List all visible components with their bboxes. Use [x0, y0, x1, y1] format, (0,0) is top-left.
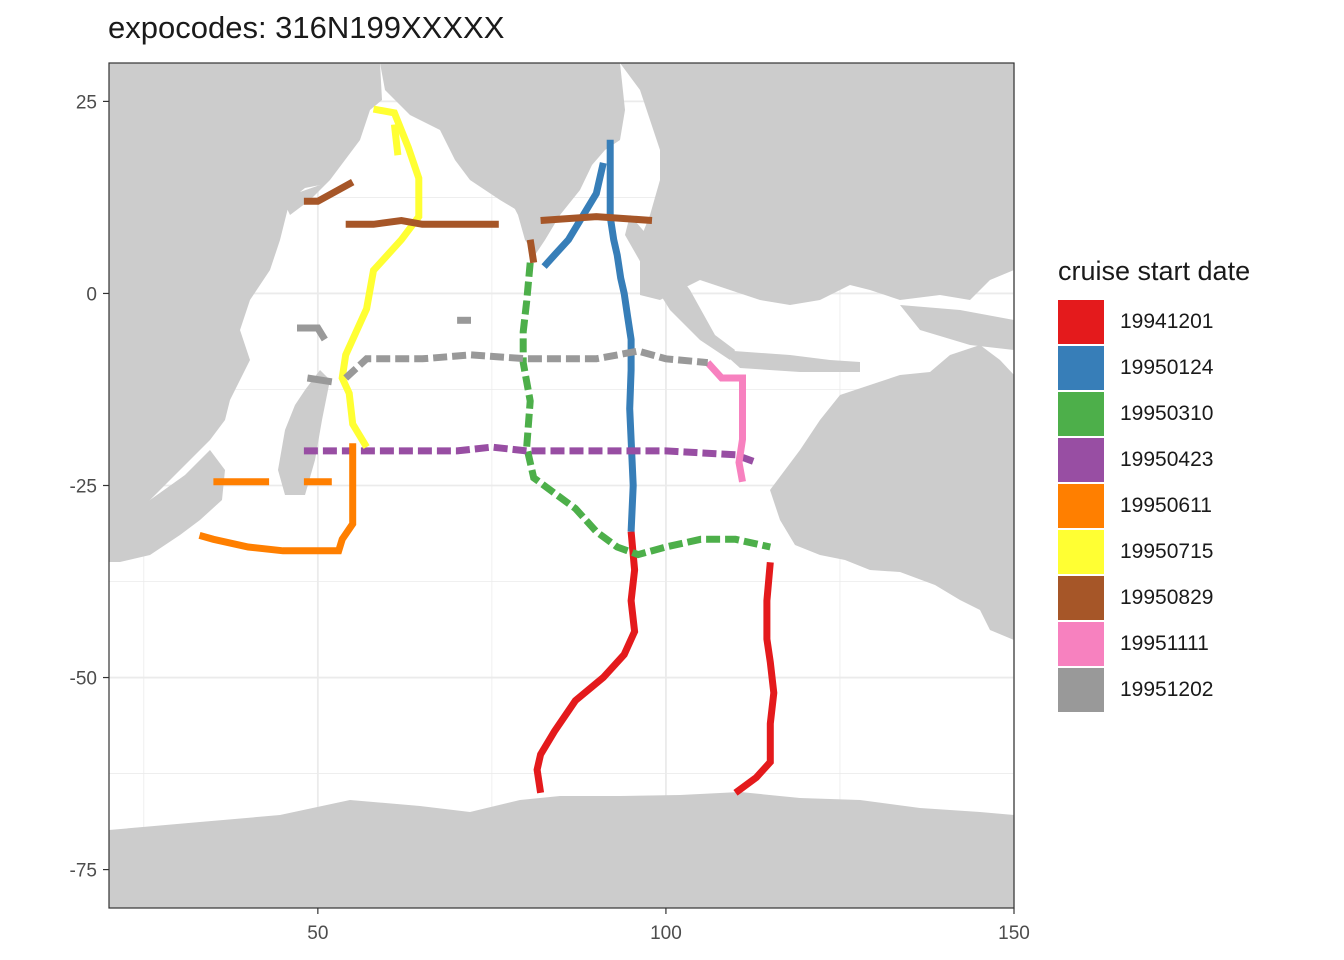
cruise-track-19950715 [338, 105, 423, 449]
legend: cruise start date 19941201 19950124 199503… [1058, 256, 1250, 713]
legend-key [1058, 438, 1104, 482]
legend-label: 19951111 [1120, 632, 1209, 655]
x-tick-label: 100 [650, 923, 682, 944]
land-southern-africa [109, 450, 225, 562]
cruise-track-19950829 [303, 179, 355, 205]
cruise-track-19941201 [733, 561, 778, 796]
cruise-track-19950715 [390, 124, 402, 156]
legend-key [1058, 484, 1104, 528]
land-masses [109, 63, 1014, 908]
legend-item: 19951202 [1058, 667, 1250, 713]
land-australia [770, 345, 1014, 640]
legend-item: 19950423 [1058, 437, 1250, 483]
legend-key [1058, 300, 1104, 344]
x-tick-label: 150 [998, 923, 1030, 944]
legend-item: 19950310 [1058, 391, 1250, 437]
legend-key [1058, 530, 1104, 574]
cruise-track-19950611 [198, 443, 357, 555]
axes: 50 100 150 25 0 -25 -50 -75 [70, 92, 1030, 944]
land-new-guinea [900, 305, 1014, 350]
y-tick-label: 0 [86, 284, 97, 305]
cruise-track-19950124 [541, 162, 607, 269]
cruise-track-19950310 [519, 262, 772, 559]
legend-item: 19950611 [1058, 483, 1250, 529]
legend-label: 19950423 [1120, 448, 1214, 471]
legend-key [1058, 392, 1104, 436]
legend-item: 19950124 [1058, 345, 1250, 391]
cruise-track-19951111 [705, 360, 746, 483]
legend-label: 19950611 [1120, 494, 1212, 517]
land-antarctica [109, 792, 1014, 908]
legend-key [1058, 346, 1104, 390]
legend-label: 19950124 [1120, 356, 1214, 379]
y-tick-label: -50 [70, 669, 97, 690]
land-sumatra [625, 215, 735, 360]
land-africa-arabia [109, 63, 382, 525]
cruise-track-19950829 [526, 239, 538, 264]
land-southeast-asia [620, 63, 1014, 305]
land-madagascar [278, 370, 330, 495]
legend-key [1058, 576, 1104, 620]
legend-key [1058, 668, 1104, 712]
y-tick-label: -75 [70, 861, 97, 882]
y-tick-label: 25 [76, 92, 97, 113]
legend-title: cruise start date [1058, 256, 1251, 286]
legend-item: 19950829 [1058, 575, 1250, 621]
land-india [455, 63, 625, 255]
cruise-track-19951202 [297, 324, 328, 342]
legend-label: 19950715 [1120, 540, 1214, 563]
legend-items: 19941201 19950124 19950310 19950423 19950611… [1058, 299, 1250, 713]
legend-item: 19950715 [1058, 529, 1250, 575]
legend-label: 19951202 [1120, 678, 1214, 701]
cruise-tracks [198, 105, 778, 796]
y-tick-label: -25 [70, 477, 97, 498]
legend-item: 19951111 [1058, 621, 1250, 667]
cruise-track-19941201 [533, 531, 639, 794]
cruise-track-19950829 [540, 213, 653, 224]
legend-label: 19941201 [1120, 310, 1214, 333]
x-tick-label: 50 [307, 923, 328, 944]
cruise-track-19951202 [343, 347, 709, 381]
legend-label: 19950829 [1120, 586, 1214, 609]
plot-title: expocodes: 316N199XXXXX [108, 10, 505, 45]
legend-label: 19950310 [1120, 402, 1214, 425]
cruise-track-19950829 [345, 216, 499, 228]
cruise-track-19951202 [306, 374, 333, 386]
land-java [720, 350, 860, 372]
legend-key [1058, 622, 1104, 666]
legend-item: 19941201 [1058, 299, 1250, 345]
